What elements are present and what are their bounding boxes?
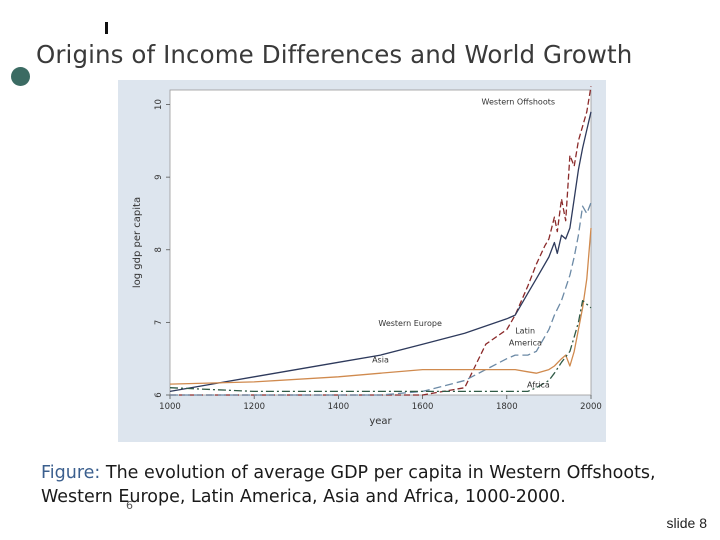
y-axis-label: log gdp per capita — [132, 197, 143, 288]
series-line-latin-america — [170, 202, 592, 396]
y-tick-label: 7 — [154, 320, 164, 325]
page-number: 6 — [126, 499, 133, 512]
y-tick-label: 10 — [154, 99, 164, 110]
x-tick-label: 1200 — [243, 402, 265, 412]
x-tick-label: 2000 — [580, 402, 602, 412]
slide-top-mark — [105, 22, 108, 34]
y-tick-label: 6 — [154, 392, 164, 397]
series-annotation: Latin — [515, 326, 535, 335]
series-annotation: Western Europe — [378, 319, 442, 328]
plot-area — [169, 89, 592, 396]
y-tick-label: 8 — [154, 247, 164, 252]
series-annotation: Africa — [527, 381, 550, 390]
x-tick-label: 1800 — [496, 402, 518, 412]
series-annotation: Asia — [372, 355, 389, 364]
x-axis-label: year — [369, 416, 392, 427]
series-annotation: Western Offshoots — [482, 98, 556, 107]
series-line-western-offshoots — [170, 86, 592, 396]
series-line-western-europe — [169, 111, 592, 393]
slide-title: Origins of Income Differences and World … — [36, 40, 633, 69]
x-tick-label: 1400 — [328, 402, 350, 412]
caption-text: The evolution of average GDP per capita … — [41, 463, 656, 507]
figure-caption: Figure: The evolution of average GDP per… — [41, 461, 691, 509]
slide-number: slide 8 — [666, 515, 707, 531]
figure-panel: 1000 1200 1400 1600 1800 2000 6 7 8 9 10 year log gd… — [118, 80, 606, 442]
series-annotation: America — [509, 339, 542, 348]
x-tick-label: 1000 — [159, 402, 181, 412]
series-line-asia — [169, 227, 592, 385]
series-line-africa — [169, 299, 592, 393]
caption-label: Figure: — [41, 463, 101, 483]
gdp-line-chart: 1000 1200 1400 1600 1800 2000 6 7 8 9 10 year log gd… — [132, 86, 602, 427]
title-bullet — [11, 67, 30, 86]
x-tick-label: 1600 — [412, 402, 434, 412]
y-tick-label: 9 — [154, 174, 164, 179]
